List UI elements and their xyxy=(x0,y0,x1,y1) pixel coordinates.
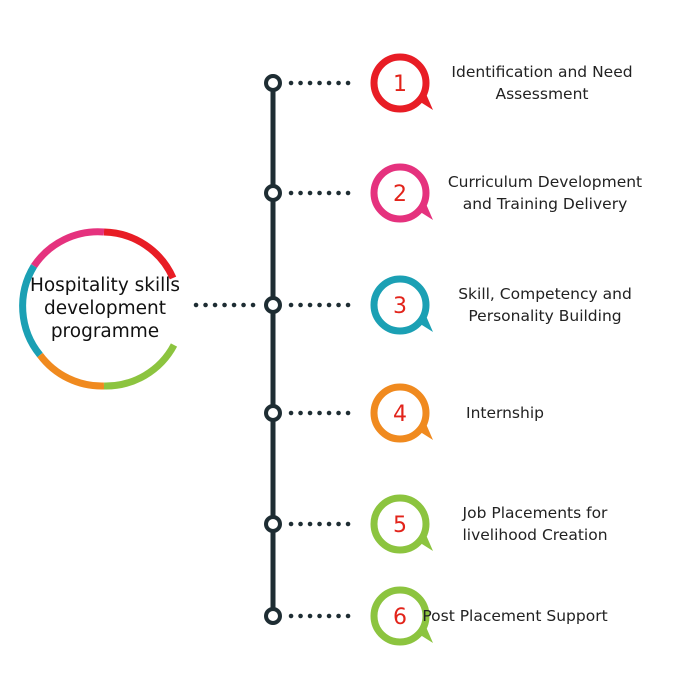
timeline-node xyxy=(264,404,282,422)
center-title: Hospitality skills development programme xyxy=(29,275,181,342)
ring-segment-red xyxy=(103,228,177,280)
step-label-6: Post Placement Support xyxy=(422,607,608,625)
timeline-node xyxy=(264,607,282,625)
step-number: 3 xyxy=(393,294,407,319)
step-number: 2 xyxy=(393,182,407,207)
ring-segment-pink xyxy=(31,228,105,269)
bubble-circle xyxy=(370,586,430,646)
ring-segment-orange xyxy=(37,352,105,390)
step-1: 1 xyxy=(264,53,433,113)
bubble-circle xyxy=(370,275,430,335)
bubble-circle xyxy=(370,494,430,554)
step-2: 2 xyxy=(264,163,433,223)
step-5: 5 xyxy=(264,494,433,554)
bubble-circle xyxy=(370,53,430,113)
bubble-circle xyxy=(370,383,430,443)
step-6: 6 xyxy=(264,586,433,646)
ring-segment-green xyxy=(103,343,178,390)
ring-segment-teal xyxy=(19,264,43,358)
timeline-node xyxy=(264,74,282,92)
bubble-circle xyxy=(370,163,430,223)
step-number: 5 xyxy=(393,513,407,538)
step-label-1: Identification and Need Assessment xyxy=(451,63,633,103)
step-label-3: Skill, Competency and Personality Buildi… xyxy=(458,285,632,325)
timeline-node xyxy=(264,296,282,314)
step-4: 4 xyxy=(264,383,433,443)
step-label-4: Internship xyxy=(466,404,544,422)
timeline-node xyxy=(264,515,282,533)
step-number: 4 xyxy=(393,402,407,427)
step-label-5: Job Placements for livelihood Creation xyxy=(462,504,608,544)
step-label-2: Curriculum Development and Training Deli… xyxy=(447,173,643,213)
step-number: 1 xyxy=(393,72,407,97)
step-3: 3 xyxy=(264,275,433,335)
timeline-node xyxy=(264,184,282,202)
steps-layer: 1 2 3 4 5 6 xyxy=(264,53,433,646)
step-number: 6 xyxy=(393,605,407,630)
center-ring xyxy=(19,228,178,390)
